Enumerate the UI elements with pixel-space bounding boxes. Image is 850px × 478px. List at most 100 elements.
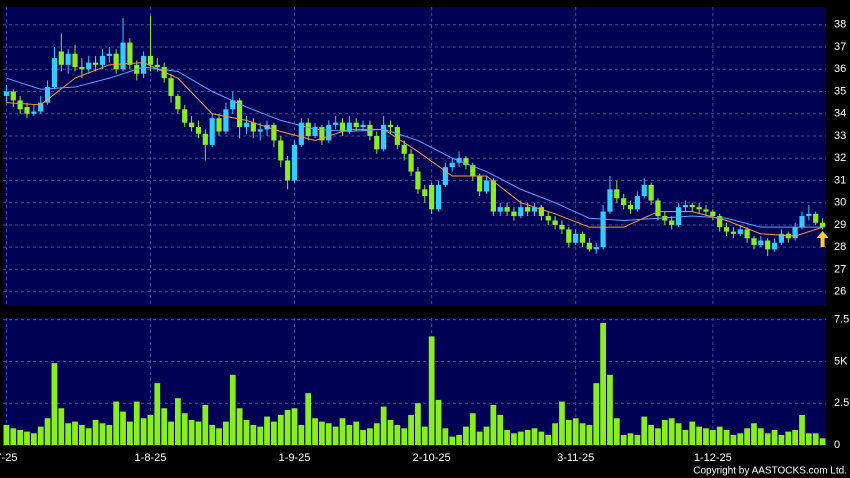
candle-body: [387, 124, 394, 128]
candle-body: [696, 207, 702, 210]
volume-bar: [37, 426, 44, 445]
candle-body: [470, 164, 476, 177]
volume-bar: [113, 401, 120, 445]
candle-body: [216, 118, 222, 132]
volume-bar: [792, 429, 799, 445]
candle-body: [621, 198, 627, 205]
volume-bar: [264, 416, 270, 445]
candle-body: [147, 55, 154, 65]
volume-bar: [394, 424, 401, 445]
volume-bar: [565, 419, 572, 445]
volume-bar: [812, 433, 819, 445]
candle-body: [806, 213, 812, 217]
volume-bar: [360, 429, 366, 445]
candle-body: [449, 162, 455, 168]
candle-body: [614, 189, 620, 199]
candle-body: [271, 124, 277, 141]
y-tick-label: 35: [834, 85, 846, 97]
volume-bar: [586, 424, 593, 445]
volume-bar: [421, 426, 428, 445]
y-tick-label: 29: [834, 219, 846, 231]
y-tick-label: 32: [834, 152, 846, 164]
volume-bar: [428, 336, 435, 445]
volume-bar: [435, 399, 442, 445]
volume-bar: [648, 424, 654, 445]
candle-body: [230, 100, 236, 110]
volume-bar: [442, 428, 449, 445]
volume-bar: [140, 418, 147, 445]
candle-body: [312, 127, 318, 136]
candle-body: [586, 242, 592, 250]
candle-body: [490, 180, 496, 212]
volume-bar: [696, 426, 703, 445]
volume-bar: [168, 421, 174, 445]
candle-body: [497, 207, 503, 212]
candle-body: [175, 95, 181, 110]
candle-body: [353, 122, 359, 128]
volume-bar: [271, 421, 277, 445]
volume-bar: [161, 408, 168, 445]
candle-body: [319, 127, 325, 141]
volume-bar: [517, 431, 524, 445]
volume-bar: [737, 433, 744, 445]
volume-bar: [332, 426, 339, 445]
candle-body: [415, 171, 421, 190]
volume-bar: [181, 413, 188, 445]
candle-body: [566, 229, 572, 243]
volume-bar: [126, 421, 133, 445]
candle-body: [710, 211, 716, 217]
y2-tick-label: 7.5: [834, 314, 849, 326]
volume-bar: [92, 419, 99, 445]
candle-body: [771, 242, 778, 250]
candle-body: [202, 133, 208, 145]
volume-bar: [65, 423, 72, 445]
volume-bar: [401, 428, 408, 445]
volume-bar: [250, 424, 257, 445]
candle-body: [10, 91, 16, 101]
candle-body: [243, 122, 250, 128]
candle-body: [655, 200, 661, 217]
candle-body: [65, 53, 71, 65]
volume-bar: [3, 424, 10, 445]
candle-body: [573, 233, 579, 243]
volume-bar: [689, 421, 696, 445]
candle-body: [113, 53, 119, 70]
volume-bar: [456, 434, 462, 445]
volume-bar: [10, 428, 17, 445]
volume-bar: [312, 418, 318, 445]
candle-body: [634, 196, 641, 210]
candle-body: [799, 216, 805, 228]
volume-bar: [154, 383, 161, 445]
volume-bar: [730, 434, 737, 445]
candle-body: [593, 247, 599, 250]
candle-body: [79, 67, 85, 70]
volume-bar: [476, 431, 483, 445]
volume-bar: [579, 423, 586, 445]
candle-body: [545, 216, 551, 221]
volume-bar: [229, 374, 236, 445]
volume-bar: [291, 408, 298, 445]
volume-bar: [504, 429, 510, 445]
volume-bar: [188, 419, 195, 445]
volume-bar: [620, 434, 627, 445]
volume-bar: [634, 434, 641, 445]
y-tick-label: 27: [834, 263, 846, 275]
volume-bar: [51, 363, 58, 445]
volume-bar: [799, 414, 805, 445]
y-tick-label: 37: [834, 41, 846, 53]
volume-bar: [682, 429, 689, 445]
candle-body: [3, 91, 10, 96]
candle-body: [648, 184, 654, 201]
candle-body: [285, 160, 291, 181]
candle-body: [127, 42, 133, 65]
candle-body: [188, 122, 195, 128]
volume-bar: [490, 404, 497, 445]
volume-bar: [202, 404, 209, 445]
volume-bar: [593, 383, 600, 445]
volume-bar: [305, 393, 312, 445]
y2-tick-label: 2.5: [834, 397, 849, 409]
candle-body: [24, 107, 30, 114]
volume-bar: [668, 418, 675, 445]
volume-bar: [744, 428, 751, 445]
volume-bar: [195, 421, 202, 445]
